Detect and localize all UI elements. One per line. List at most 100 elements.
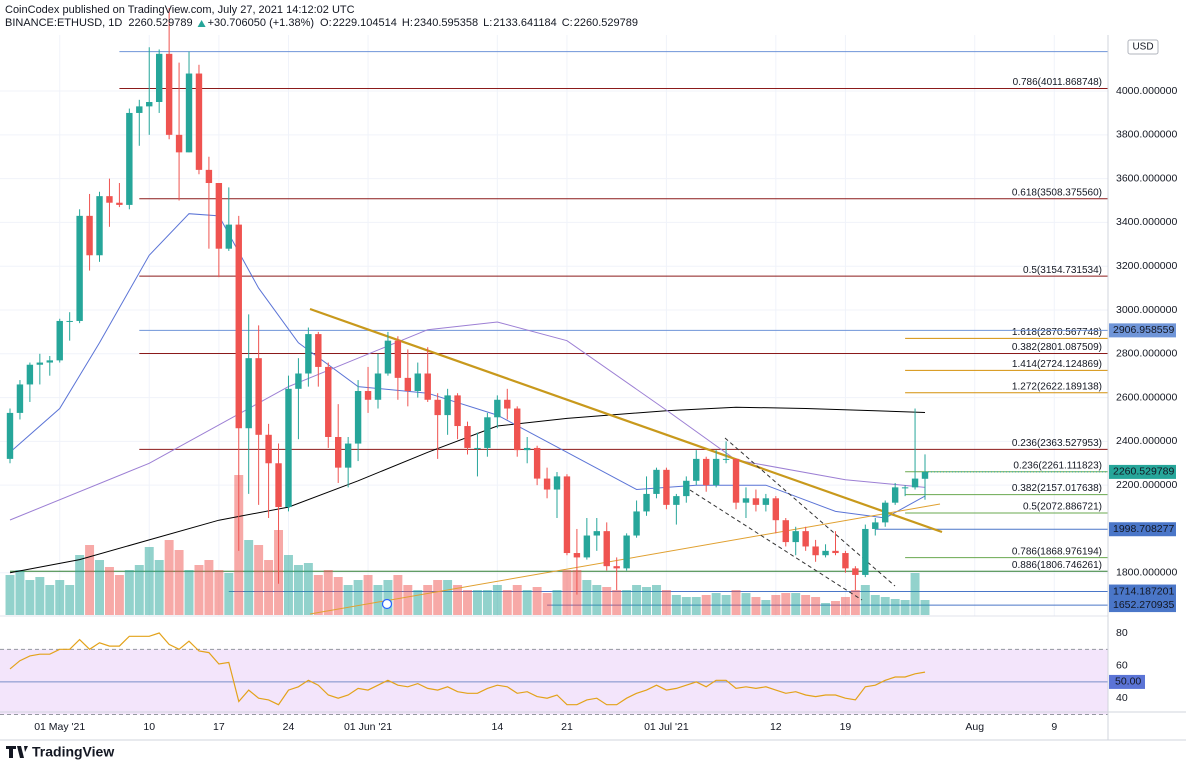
x-tick-label: 12 (770, 721, 782, 733)
volume-bar (562, 570, 572, 615)
volume-bar (870, 595, 880, 615)
candle-body (523, 447, 531, 451)
moving-averages (9, 213, 926, 574)
candle-body (553, 476, 561, 490)
volume-bar (174, 550, 184, 615)
price-tag-label: 1652.270935 (1113, 599, 1174, 611)
price-tag-label: 2906.958559 (1113, 324, 1174, 336)
candle-body (414, 373, 421, 392)
x-tick-label: 9 (1051, 721, 1057, 733)
candle-body (901, 487, 909, 489)
change-arrow (197, 20, 206, 27)
volume-bar (353, 580, 363, 615)
y-tick-label: 3400.000000 (1116, 216, 1177, 228)
volume-bar (214, 570, 224, 615)
volume-bar (104, 567, 114, 615)
candle-body (325, 366, 332, 437)
candle-body (663, 469, 670, 505)
volume-bar (831, 601, 840, 615)
brand-logo: TradingView (6, 744, 114, 760)
candle-body (106, 196, 113, 203)
channel-line (724, 437, 896, 587)
volume-bar (622, 590, 632, 615)
volume-bar (383, 580, 393, 615)
y-tick-label: 3200.000000 (1116, 260, 1177, 272)
moving-average (9, 213, 926, 519)
candle-body (225, 224, 233, 249)
rsi-mid-label: 50.00 (1115, 676, 1141, 688)
volume-bar (681, 597, 691, 615)
candle-body (573, 553, 581, 558)
candle-body (921, 471, 929, 479)
candle-body (484, 417, 491, 448)
candle-body (305, 334, 312, 374)
volume-bar (811, 597, 821, 615)
candle-body (384, 340, 392, 374)
volume-bar (403, 585, 413, 615)
rsi-tick-label: 60 (1116, 659, 1128, 671)
level-label: 1.414(2724.124869) (1012, 359, 1102, 370)
volume-bar (453, 585, 463, 615)
level-label: 0.886(1806.746261) (1012, 560, 1102, 571)
volume-bar (15, 570, 25, 615)
volume-bar (522, 590, 532, 615)
candle-body (454, 395, 461, 427)
level-label: 1.272(2622.189138) (1012, 381, 1102, 392)
volume-bar (433, 580, 443, 615)
moving-average (9, 321, 926, 521)
publisher: CoinCodex published on TradingView.com, … (5, 4, 355, 16)
candle-body (46, 360, 53, 363)
volume-bar (124, 570, 134, 615)
candle-body (265, 434, 272, 464)
level-label: 1.618(2870.567748) (1012, 327, 1102, 338)
candle-body (344, 443, 352, 468)
candle-body (504, 399, 511, 409)
last-price-tag (1109, 464, 1176, 479)
volume-bar (55, 580, 65, 615)
candle-body (444, 395, 451, 416)
candle-body (155, 53, 163, 102)
header-item: L: (483, 17, 492, 29)
volume-bar (632, 585, 642, 615)
candle-body (742, 498, 750, 503)
candle-body (802, 531, 809, 547)
price-tag (1109, 323, 1176, 338)
rsi-mid-tag (1109, 674, 1145, 689)
candle-body (882, 502, 889, 523)
candle-body (56, 320, 63, 361)
y-tick-label: 2400.000000 (1116, 435, 1177, 447)
price-tags: 2906.958559 1998.708277 1714.187201 1652.27… (925, 39, 1176, 689)
rsi-tick-label: 80 (1116, 627, 1128, 639)
header-item: 2133.641184 (493, 17, 556, 29)
level-label: 0.382(2801.087509) (1012, 342, 1102, 353)
candle-body (643, 493, 650, 512)
candle-body (702, 458, 710, 486)
candle-body (782, 520, 789, 543)
candle-body (354, 391, 362, 444)
level-label: 0.786(1868.976194) (1012, 546, 1102, 557)
candle-body (911, 478, 919, 488)
volume-bar (651, 585, 661, 615)
volume-bar (542, 593, 552, 615)
moving-average (9, 406, 926, 574)
candle-body (842, 553, 849, 569)
volume-bar (701, 595, 711, 615)
volume-bar (910, 573, 920, 615)
volume-bar (244, 540, 254, 615)
candle-body (315, 334, 322, 367)
candle-body (494, 399, 501, 418)
candle-body (66, 320, 73, 322)
x-tick-label: 17 (213, 721, 225, 733)
event-marker (381, 598, 393, 610)
candle-body (195, 73, 203, 170)
candle-body (623, 535, 630, 569)
volume-bar (114, 575, 124, 615)
volume-bar (492, 585, 502, 615)
x-tick-label: 10 (143, 721, 155, 733)
level-label: 0.5(3154.731534) (1023, 265, 1102, 276)
volume-bar (423, 585, 433, 615)
volume-bar (592, 585, 602, 615)
volume-bar (35, 577, 45, 615)
volume-bar (880, 597, 890, 615)
